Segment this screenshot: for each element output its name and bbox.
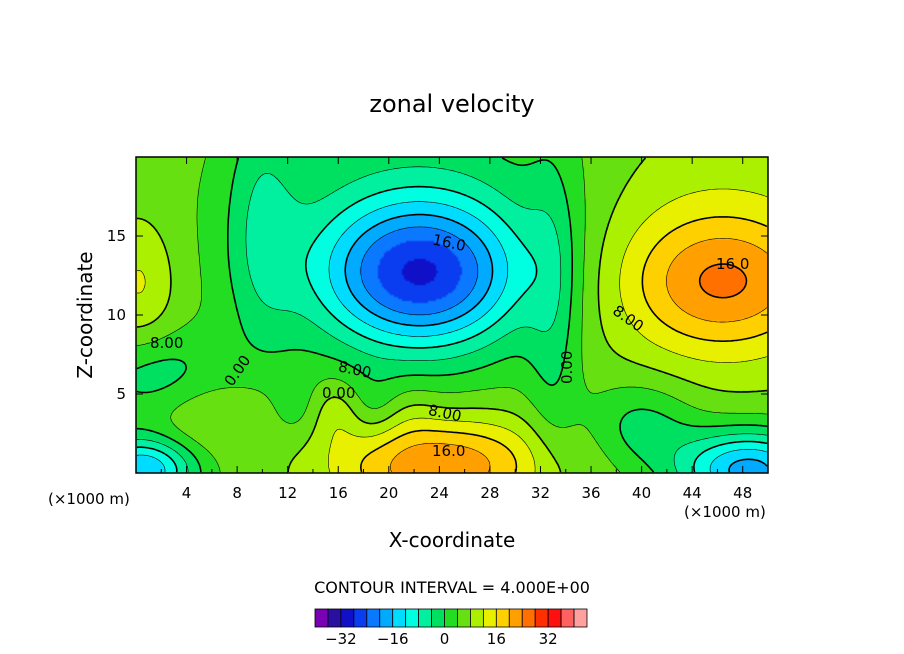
colorbar-tick-label: 16: [487, 630, 506, 648]
colorbar-swatch: [495, 608, 510, 628]
x-axis-ticks: 4 8 12 16 20 24 28 32 36 40 44 48: [160, 157, 752, 502]
x-tick-label: 20: [379, 484, 398, 502]
colorbar-swatch: [560, 608, 575, 628]
colorbar-tick-label: −16: [377, 630, 409, 648]
colorbar-swatch: [444, 608, 458, 628]
chart-title: zonal velocity: [369, 90, 534, 118]
colorbar-swatch: [340, 608, 355, 628]
colorbar-swatch: [405, 608, 420, 628]
y-tick-label: 15: [107, 227, 126, 245]
contour-interval-text: CONTOUR INTERVAL = 4.000E+00: [314, 578, 590, 597]
colorbar-swatch: [470, 608, 484, 628]
x-unit-left: (×1000 m): [48, 490, 130, 508]
contour-line: [136, 157, 768, 473]
contour-field: [136, 157, 768, 473]
colorbar-tick-label: 32: [539, 630, 558, 648]
contour-line: [344, 213, 768, 473]
colorbar-tick-label: 0: [440, 630, 450, 648]
contour-lines: [136, 157, 768, 473]
x-tick-label: 48: [733, 484, 752, 502]
colorbar-swatch: [353, 608, 368, 628]
x-axis-label: X-coordinate: [389, 528, 516, 552]
contour-line: [360, 216, 768, 473]
colorbar-tick-label: −32: [325, 630, 357, 648]
contour-label: 0.00: [558, 351, 576, 384]
colorbar-swatch: [314, 608, 329, 628]
contour-line: [137, 166, 768, 473]
y-axis-label: Z-coordinate: [73, 251, 97, 378]
contour-label: 0.00: [322, 384, 355, 402]
x-tick-label: 36: [581, 484, 600, 502]
colorbar-swatch: [457, 608, 471, 628]
colorbar-swatch: [366, 608, 381, 628]
colorbar: [314, 608, 588, 628]
colorbar-swatch: [508, 608, 523, 628]
colorbar-swatch: [573, 608, 588, 628]
contour-line: [136, 188, 768, 473]
contour-line: [698, 263, 748, 299]
contour-line: [136, 185, 768, 473]
colorbar-swatch: [392, 608, 407, 628]
colorbar-tick-labels: −32 −16 0 16 32: [325, 630, 558, 648]
contour-label: 16.0: [432, 442, 465, 460]
x-tick-label: 24: [430, 484, 449, 502]
contour-line: [360, 226, 479, 316]
colorbar-swatch: [534, 608, 549, 628]
x-tick-label: 4: [182, 484, 192, 502]
x-tick-label: 8: [232, 484, 242, 502]
x-tick-label: 44: [683, 484, 702, 502]
colorbar-swatch: [379, 608, 394, 628]
x-tick-label: 12: [278, 484, 297, 502]
y-axis-ticks: 5 10 15: [107, 227, 768, 403]
contour-line: [136, 157, 768, 473]
x-tick-label: 40: [632, 484, 651, 502]
colorbar-swatch: [431, 608, 445, 628]
contour-line: [136, 157, 768, 473]
colorbar-swatch: [418, 608, 432, 628]
contour-label: 8.00: [150, 334, 183, 352]
x-unit-right: (×1000 m): [684, 503, 766, 521]
colorbar-swatch: [521, 608, 536, 628]
contour-line: [136, 201, 768, 473]
y-tick-label: 5: [116, 385, 126, 403]
y-tick-label: 10: [107, 306, 126, 324]
colorbar-swatch: [327, 608, 342, 628]
contour-line: [390, 238, 768, 473]
colorbar-swatch: [482, 608, 497, 628]
contour-label: 16.0: [716, 255, 749, 273]
x-tick-label: 28: [480, 484, 499, 502]
x-tick-label: 32: [531, 484, 550, 502]
x-tick-label: 16: [329, 484, 348, 502]
field-raster: [136, 157, 768, 473]
colorbar-swatch: [547, 608, 562, 628]
